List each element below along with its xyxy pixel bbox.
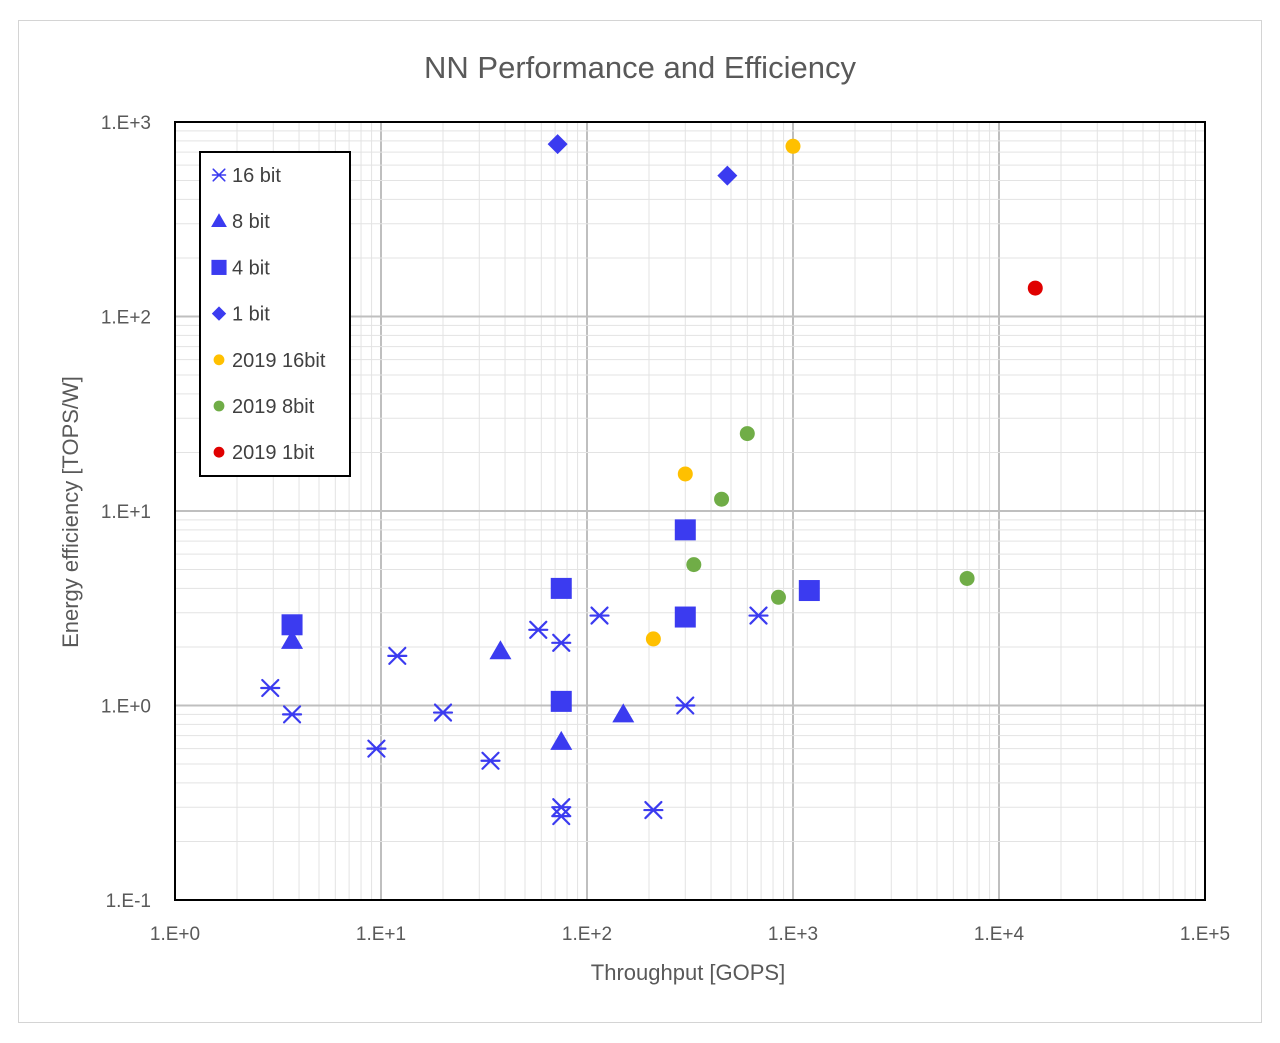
y-tick-label: 1.E+2 [101, 308, 151, 329]
x-tick-label: 1.E+1 [356, 924, 406, 945]
data-point-16-bit [387, 646, 408, 665]
data-point-16-bit [675, 696, 696, 715]
data-point-16-bit [366, 739, 387, 758]
y-axis-label: Energy efficiency [TOPS/W] [58, 376, 83, 648]
data-point-16-bit [528, 620, 549, 639]
x-tick-label: 1.E+3 [768, 924, 818, 945]
data-point-4-bit [550, 577, 572, 599]
legend-label-8-bit: 8 bit [232, 211, 270, 233]
x-tick-label: 1.E+5 [1180, 924, 1230, 945]
legend-marker-2019-1bit [213, 446, 225, 458]
data-point-2019-16bit [785, 138, 801, 154]
data-point-16-bit [589, 606, 610, 625]
data-point-2019-8bit [959, 570, 975, 586]
data-point-16-bit [551, 798, 572, 817]
plot-area-border [174, 121, 1206, 901]
data-point-2019-1bit [1027, 280, 1043, 296]
legend-label-4-bit: 4 bit [232, 257, 270, 279]
legend-marker-4-bit [211, 259, 227, 275]
y-tick-label: 1.E+3 [101, 113, 151, 134]
legend-label-2019-1bit: 2019 1bit [232, 442, 315, 464]
data-point-16-bit [480, 751, 501, 770]
legend: 16 bit 8 bit 4 bit 1 bit 2019 16bit 2019 8bit… [199, 151, 351, 477]
legend-label-16-bit: 16 bit [232, 165, 281, 187]
x-tick-label: 1.E+0 [150, 924, 200, 945]
data-point-2019-8bit [714, 491, 730, 507]
chart-title: NN Performance and Efficiency [424, 50, 856, 85]
data-point-4-bit [281, 614, 303, 636]
legend-label-1-bit: 1 bit [232, 304, 270, 326]
legend-label-2019-8bit: 2019 8bit [232, 396, 315, 418]
y-tick-label: 1.E+1 [101, 502, 151, 523]
legend-marker-1-bit [211, 306, 227, 321]
data-point-16-bit [551, 633, 572, 652]
data-point-8-bit [489, 640, 512, 660]
axis-ticks: 1.E+0 1.E+1 1.E+2 1.E+3 1.E+4 1.E+5 1.E-1 1.E+0… [101, 113, 1230, 945]
data-points [260, 134, 1043, 826]
data-point-16-bit [432, 703, 454, 722]
legend-marker-2019-16bit [213, 354, 225, 366]
data-point-2019-8bit [770, 589, 786, 605]
data-point-8-bit [612, 703, 635, 723]
data-point-16-bit [551, 807, 572, 826]
x-tick-label: 1.E+4 [974, 924, 1025, 945]
legend-marker-2019-8bit [213, 400, 225, 412]
data-point-2019-16bit [645, 631, 661, 647]
data-point-2019-16bit [677, 466, 693, 482]
legend-marker-16-bit [211, 168, 227, 182]
data-point-4-bit [674, 519, 696, 541]
y-tick-label: 1.E-1 [106, 891, 151, 912]
data-point-2019-8bit [686, 557, 702, 573]
legend-label-2019-16bit: 2019 16bit [232, 350, 326, 372]
x-axis-label: Throughput [GOPS] [591, 960, 785, 985]
data-point-4-bit [798, 580, 820, 602]
data-point-8-bit [281, 629, 304, 649]
data-point-8-bit [550, 730, 573, 750]
data-point-1-bit [717, 165, 738, 186]
data-point-2019-8bit [739, 426, 755, 442]
data-point-16-bit [281, 705, 303, 724]
data-point-16-bit [748, 606, 769, 625]
data-point-1-bit [547, 134, 568, 155]
data-point-4-bit [550, 690, 572, 712]
data-point-16-bit [643, 800, 664, 820]
data-point-4-bit [674, 606, 696, 628]
data-point-16-bit [260, 678, 281, 698]
y-tick-label: 1.E+0 [101, 697, 151, 718]
legend-marker-8-bit [211, 213, 227, 227]
x-tick-label: 1.E+2 [562, 924, 612, 945]
